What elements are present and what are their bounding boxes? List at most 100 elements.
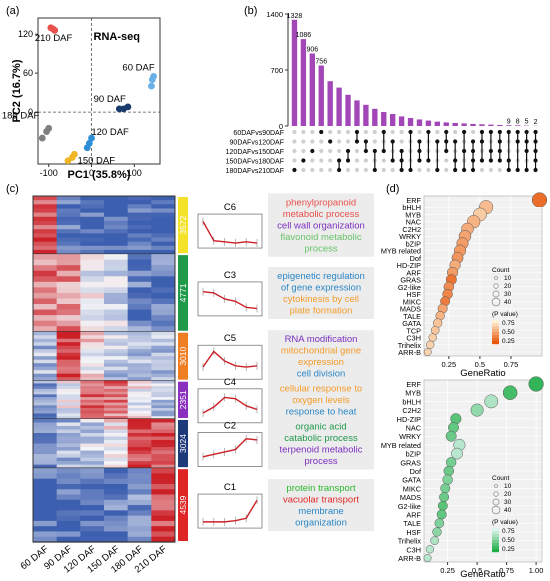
upset-set-label: 60DAFvs90DAF [233,130,284,137]
heatmap-cell [33,363,58,368]
trend-box [197,388,263,424]
upset-dot [345,167,351,173]
heatmap-cell [151,326,176,333]
heatmap-cell [56,433,81,437]
heatmap-cell [56,386,81,390]
heatmap-cell [33,429,58,434]
heatmap-cell [151,335,176,340]
pca-xtick-label: -100 [40,168,58,178]
heatmap-cell [80,200,105,205]
heatmap-cell [127,383,152,387]
heatmap-cell [104,309,129,316]
heatmap-cell [104,433,129,437]
enrich-bottom-category-label: NAC [406,424,421,433]
heatmap-cell [104,418,129,423]
upset-dot [292,158,297,163]
upset-dot [292,148,297,154]
enrich-bottom-dot [451,447,463,460]
heatmap-cell [56,338,81,343]
heatmap-cell [56,418,81,423]
heatmap-cell [33,468,58,474]
upset-set-label: 120DAFvs150DAF [226,149,284,156]
heatmap-cell [56,383,81,387]
heatmap-cell [104,454,129,459]
heatmap-cell [56,237,81,243]
heatmap-cell [56,298,81,305]
heatmap-cell [127,212,152,218]
heatmap-cell [56,425,81,430]
enrich-bottom-count-legend-label: 10 [504,483,512,490]
enrich-top-category-label: HD-ZIP [397,261,421,270]
heatmap-cell [56,499,81,506]
heatmap-cell [151,208,176,214]
upset-dot [390,167,395,173]
go-term-text: terpenoid metabolic [280,445,363,456]
heatmap-cell [151,304,176,310]
enrich-top-p-legend-swatch [492,320,499,324]
heatmap-cell [151,433,176,437]
enrich-top-p-legend-swatch [492,323,499,327]
enrich-top-dot [428,333,437,342]
heatmap-cell [127,531,152,538]
enrich-bottom-category-label: WRKY [399,432,421,441]
heatmap-cell [151,531,176,538]
heatmap-cell [33,494,58,501]
heatmap-cell [151,405,176,409]
heatmap-cell [151,225,176,230]
heatmap-cell [104,443,129,448]
heatmap-cell [33,499,58,506]
heatmap-cell [80,320,105,327]
heatmap-cell [127,200,152,205]
heatmap-cell [56,473,81,480]
heatmap-cell [56,436,81,441]
heatmap-cell [56,342,81,347]
enrich-top-category-label: MYB related [381,247,421,256]
heatmap-cell [80,416,105,420]
upset-bar [398,116,405,126]
heatmap-cell [56,326,81,333]
heatmap-cell [56,200,81,205]
panel-label-a: (a) [6,5,19,17]
heatmap-cell [80,377,105,382]
heatmap-cell [104,536,129,543]
heatmap-cell [127,309,152,316]
heatmap-cell [56,270,81,277]
upset-dot [381,158,386,163]
heatmap-cell [56,276,81,283]
heatmap-cell [104,383,129,387]
heatmap-cell [56,225,81,230]
upset-dot [399,139,404,144]
upset-dot [319,148,324,154]
heatmap-cell [33,510,58,517]
heatmap-cell [33,489,58,495]
heatmap-cell [151,377,176,382]
heatmap-cell [80,499,105,506]
heatmap-cell [33,436,58,441]
heatmap-cell [80,349,105,354]
heatmap-cell [33,352,58,357]
heatmap-cell [104,440,129,444]
enrich-top-xtick-label: 0.25 [442,360,457,369]
heatmap-cell [33,447,58,451]
heatmap-cell [33,298,58,305]
heatmap-cell [80,366,105,371]
heatmap-cell [56,454,81,459]
heatmap-cell [56,335,81,340]
heatmap-cell [80,220,105,226]
heatmap-cell [104,241,129,247]
enrich-top-p-legend-label: 0.75 [502,320,515,327]
pca-point [51,26,59,34]
heatmap-cell [104,292,129,299]
heatmap-cell [151,454,176,459]
heatmap-cell [80,436,105,441]
go-term-text: cellular response to [280,384,362,395]
heatmap-cell [104,204,129,209]
upset-set-label: 180DAFvs210DAF [226,168,284,175]
heatmap-cell [104,281,129,288]
pca-point [38,134,46,142]
heatmap-cell [151,494,176,501]
heatmap-cell [56,531,81,538]
heatmap-cell [33,402,58,406]
heatmap-cell [56,233,81,238]
heatmap-cell [80,408,105,412]
